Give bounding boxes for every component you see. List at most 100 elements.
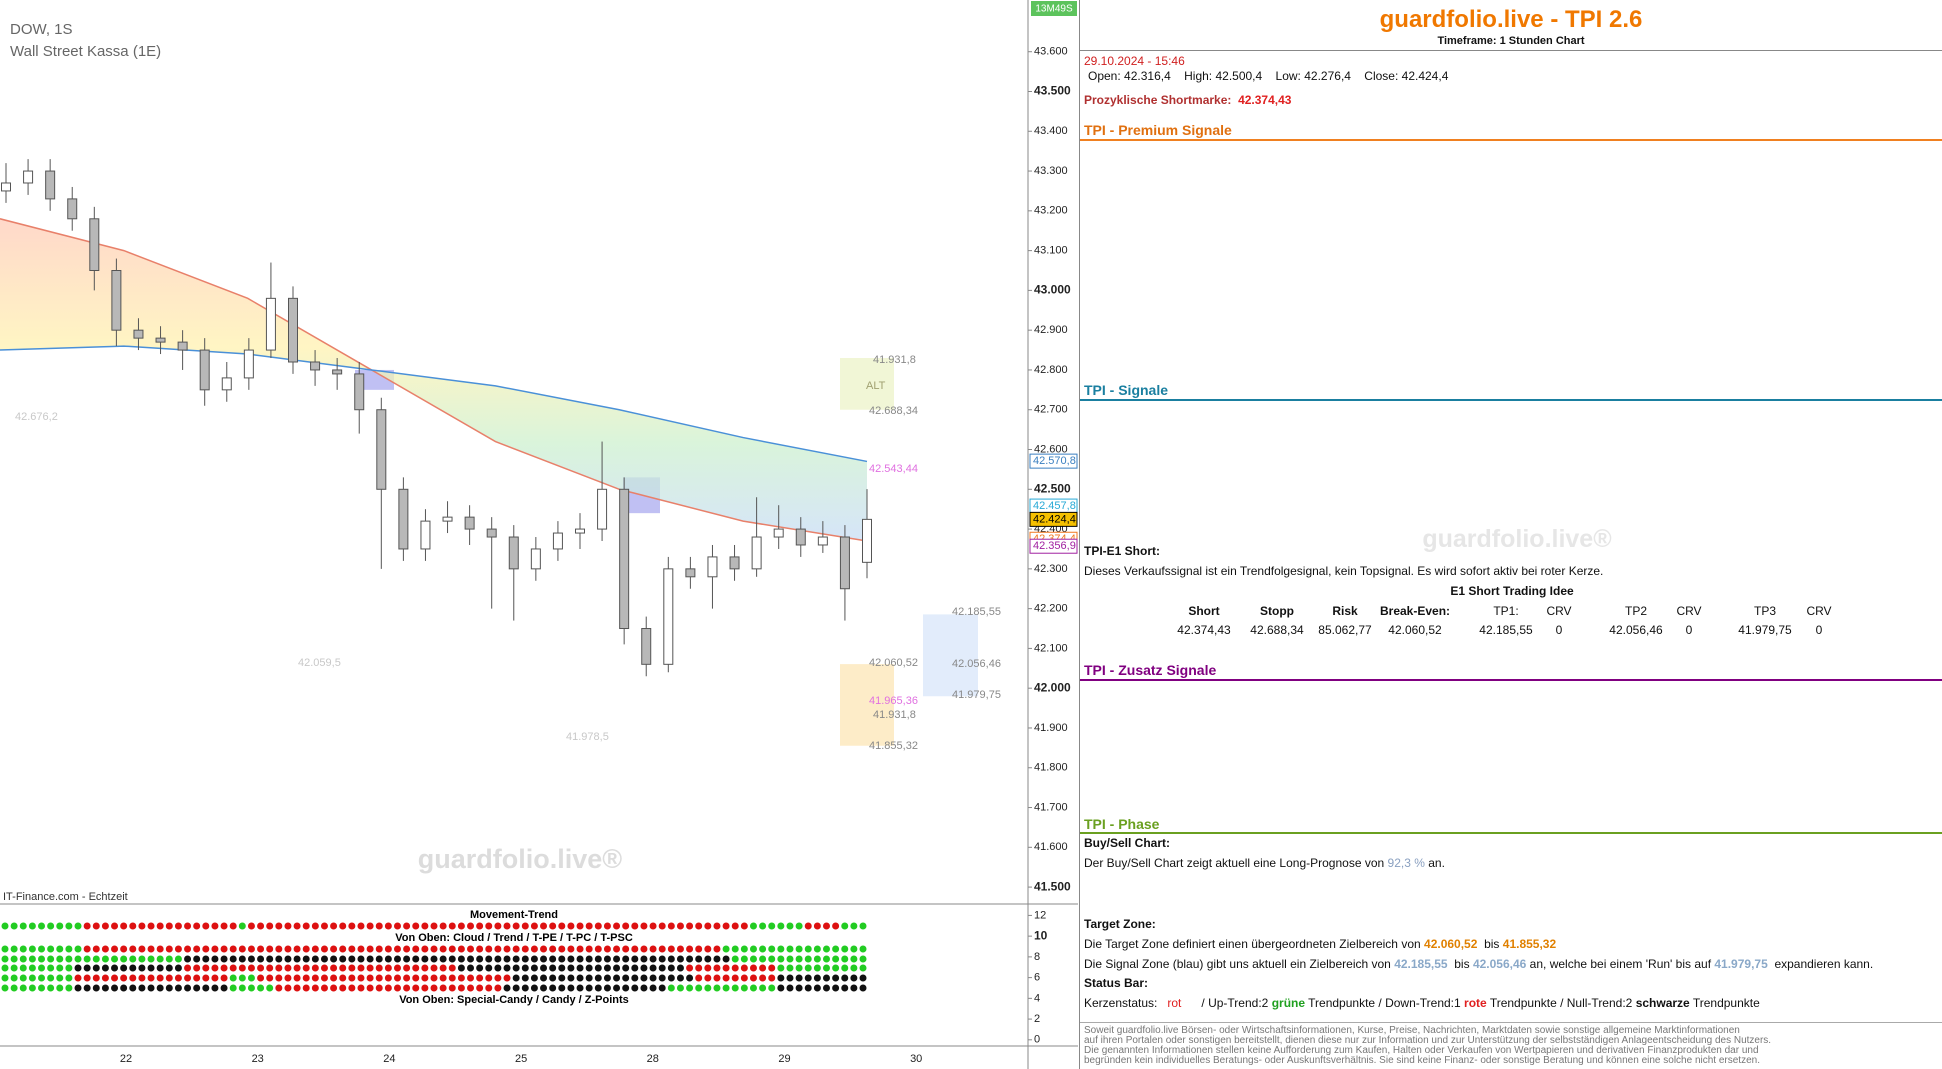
annotation: 41.979,75 [952,689,1001,701]
candle-body [354,373,365,411]
price-marker [1029,511,1078,527]
section-header: TPI - Signale [1084,382,1169,398]
candle-body [508,536,519,570]
disclaimer-line: Soweit guardfolio.live Börsen- oder Wirt… [1084,1025,1740,1036]
x-tick-label: 23 [252,1053,264,1065]
table-cell: 42.060,52 [1388,623,1442,637]
ohlc-value: 42.316,4 [1124,69,1171,83]
candle-body [265,297,276,351]
zone [840,358,894,410]
candle-body [243,349,254,379]
annotation: 41.931,8 [873,709,916,721]
table-title: E1 Short Trading Idee [1450,584,1574,598]
y-tick-label: 2 [1034,1013,1040,1025]
watermark: guardfolio.live® [1422,525,1612,553]
candle-body [177,341,188,351]
value: 41.855,32 [1502,937,1557,951]
annotation: 41.978,5 [566,731,609,743]
table-header: Stopp [1260,604,1294,618]
table-header: CRV [1546,604,1572,618]
table-header: CRV [1806,604,1832,618]
rule [1080,679,1942,681]
table-cell: 41.979,75 [1738,623,1792,637]
candle-body [288,297,298,363]
candle-body [310,361,321,371]
table-header: Short [1188,604,1220,618]
text: bis [1484,937,1500,951]
signal-line: Die Signal Zone (blau) gibt uns aktuell … [1084,957,1873,971]
disclaimer-line: Die genannten Informationen stellen kein… [1084,1045,1759,1056]
x-tick-label: 22 [120,1053,132,1065]
x-tick-label: 24 [383,1053,395,1065]
x-tick-label: 29 [778,1053,790,1065]
y-tick-label: 0 [1034,1034,1040,1046]
zone [840,664,894,746]
annotation: 41.931,8 [873,354,916,366]
price-marker-label: 42.570,8 [1033,455,1076,467]
status-heading: Status Bar: [1084,976,1149,990]
y-tick-label: 42.900 [1034,324,1068,336]
candle-body [641,628,652,665]
annotation: 41.855,32 [869,740,918,752]
buysell-heading: Buy/Sell Chart: [1084,836,1171,850]
indicator-label: Von Oben: Cloud / Trend / T-PE / T-PC / … [395,932,633,944]
value: 42.056,46 [1472,957,1527,971]
text: Trendpunkte / Down-Trend:1 [1308,996,1461,1010]
y-tick-label: 8 [1034,951,1040,963]
table-header: TP3 [1753,604,1777,618]
candle-body [1,182,11,192]
table-cell: 42.056,46 [1609,623,1663,637]
text: expandieren kann. [1774,957,1874,971]
shortmarke: Prozyklische Shortmarke: 42.374,43 [1084,93,1291,107]
y-tick-label: 42.800 [1034,364,1068,376]
text: Trendpunkte / Null-Trend:2 [1489,996,1633,1010]
watermark: guardfolio.live® [418,844,623,874]
table-header: Break-Even: [1379,604,1451,618]
value: 92,3 % [1387,856,1425,870]
candle-body [839,536,850,590]
y-tick-label: 42.200 [1034,603,1068,615]
text: Die Target Zone definiert einen übergeor… [1084,937,1421,951]
price-marker-label: 42.356,9 [1033,540,1076,552]
text: an, welche bei einem 'Run' bis auf [1529,957,1712,971]
section-header: TPI - Phase [1084,816,1160,832]
value: 42.060,52 [1424,937,1478,951]
candle-body [707,556,718,578]
y-tick-label: 41.900 [1034,722,1068,734]
candle-body [795,528,806,546]
candle-body [155,337,166,343]
y-tick-label: 41.600 [1034,841,1068,853]
section-header: TPI - Premium Signale [1084,122,1232,138]
price-marker [1029,538,1078,554]
candle-body [67,198,78,220]
candle-body [663,568,674,665]
candle-body [398,488,409,550]
candle-body [619,488,630,630]
y-tick-label: 43.000 [1034,283,1071,297]
shortmarke-value: 42.374,43 [1238,93,1292,107]
report-title: guardfolio.live - TPI 2.6 [1379,6,1643,33]
annotation: ALT [866,380,886,392]
chart: DOW, 1S Wall Street Kassa (1E) guardfoli… [0,0,1078,1069]
y-tick-label: 42.600 [1034,443,1068,455]
candle-body [89,218,100,272]
annotation: 42.185,55 [952,606,1001,618]
datetime: 29.10.2024 - 15:46 [1084,54,1185,68]
candle-body [45,170,56,200]
y-tick-label: 43.200 [1034,205,1068,217]
text: Der Buy/Sell Chart zeigt aktuell eine Lo… [1084,856,1385,870]
text: bis [1454,957,1470,971]
x-tick-label: 30 [910,1053,922,1065]
annotation: 42.060,52 [869,657,918,669]
timeframe: Timeframe: 1 Stunden Chart [1437,35,1585,47]
candle-body [862,518,872,563]
table-header: Risk [1332,604,1358,618]
y-tick-label: 42.700 [1034,404,1068,416]
indicator-title: Movement-Trend [470,909,558,921]
x-tick-label: 28 [647,1053,659,1065]
ohlc-value: 42.500,4 [1215,69,1263,83]
table-cell: 0 [1815,623,1823,637]
chart-subtitle: Wall Street Kassa (1E) [10,43,161,60]
candle-body [552,532,563,550]
section-header: TPI - Zusatz Signale [1084,662,1217,678]
